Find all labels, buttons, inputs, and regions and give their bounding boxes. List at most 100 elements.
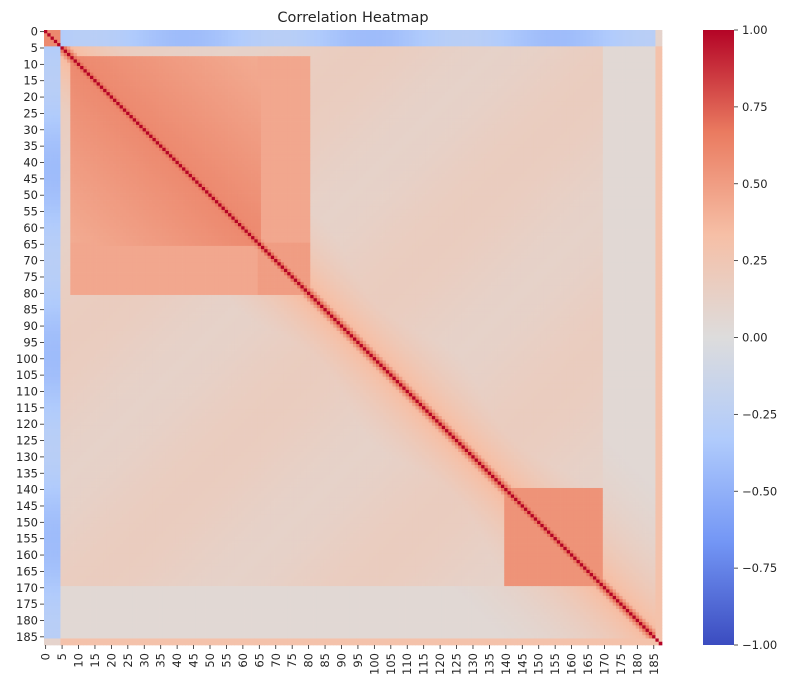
heatmap-cell: [113, 101, 117, 106]
heatmap-cell: [70, 56, 74, 60]
heatmap-cell: [527, 36, 531, 41]
heatmap-cell: [464, 75, 469, 80]
heatmap-cell: [126, 72, 130, 77]
heatmap-cell: [362, 115, 367, 119]
heatmap-cell: [99, 69, 104, 73]
heatmap-cell: [399, 85, 403, 90]
heatmap-cell: [310, 65, 314, 70]
heatmap-cell: [136, 36, 140, 41]
heatmap-cell: [283, 101, 288, 106]
heatmap-cell: [376, 88, 380, 93]
heatmap-cell: [316, 85, 321, 90]
heatmap-cell: [418, 82, 423, 86]
heatmap-cell: [579, 82, 584, 86]
heatmap-cell: [129, 36, 134, 41]
heatmap-cell: [290, 111, 295, 116]
heatmap-cell: [244, 101, 249, 106]
heatmap-cell: [563, 65, 568, 70]
heatmap-cell: [606, 59, 610, 64]
heatmap-cell: [119, 108, 124, 113]
heatmap-cell: [586, 108, 591, 113]
heatmap-cell: [231, 30, 236, 34]
heatmap-cell: [399, 36, 403, 41]
heatmap-cell: [287, 39, 291, 44]
heatmap-cell: [553, 79, 558, 83]
heatmap-cell: [145, 69, 150, 73]
heatmap-cell: [520, 85, 525, 90]
heatmap-cell: [586, 30, 591, 34]
heatmap-cell: [638, 69, 643, 73]
heatmap-cell: [500, 36, 505, 41]
heatmap-cell: [283, 52, 288, 57]
heatmap-cell: [553, 43, 558, 47]
heatmap-cell: [228, 49, 232, 54]
heatmap-cell: [283, 59, 288, 64]
heatmap-cell: [155, 72, 160, 77]
heatmap-cell: [205, 49, 209, 54]
heatmap-cell: [372, 39, 377, 44]
heatmap-cell: [454, 62, 459, 67]
heatmap-cell: [44, 75, 48, 80]
heatmap-cell: [468, 92, 472, 96]
heatmap-cell: [632, 88, 637, 93]
heatmap-cell: [422, 46, 426, 50]
heatmap-cell: [474, 69, 479, 73]
heatmap-cell: [198, 36, 203, 41]
heatmap-cell: [412, 52, 416, 57]
heatmap-cell: [346, 49, 351, 54]
heatmap-cell: [464, 79, 469, 83]
heatmap-cell: [491, 95, 495, 100]
heatmap-cell: [441, 69, 446, 73]
heatmap-cell: [234, 52, 239, 57]
heatmap-cell: [109, 88, 114, 93]
heatmap-cell: [576, 52, 581, 57]
heatmap-cell: [211, 101, 216, 106]
heatmap-cell: [277, 115, 282, 119]
heatmap-cell: [228, 92, 232, 96]
heatmap-cell: [145, 46, 150, 50]
heatmap-cell: [50, 79, 55, 83]
heatmap-cell: [264, 75, 268, 80]
heatmap-cell: [293, 75, 298, 80]
heatmap-cell: [159, 105, 163, 109]
heatmap-cell: [487, 46, 492, 50]
heatmap-cell: [497, 43, 502, 47]
heatmap-cell: [435, 108, 439, 113]
heatmap-cell: [510, 105, 515, 109]
heatmap-cell: [237, 98, 242, 103]
heatmap-cell: [83, 82, 88, 86]
heatmap-cell: [96, 108, 101, 113]
heatmap-cell: [303, 105, 308, 109]
heatmap-cell: [136, 105, 140, 109]
heatmap-cell: [546, 92, 551, 96]
heatmap-cell: [612, 52, 617, 57]
heatmap-cell: [382, 69, 387, 73]
heatmap-cell: [550, 59, 554, 64]
heatmap-cell: [343, 101, 347, 106]
heatmap-cell: [96, 65, 101, 70]
heatmap-cell: [53, 65, 58, 70]
heatmap-cell: [579, 49, 584, 54]
heatmap-cell: [369, 39, 374, 44]
heatmap-cell: [573, 43, 577, 47]
heatmap-cell: [553, 65, 558, 70]
heatmap-cell: [658, 56, 663, 60]
heatmap-cell: [195, 36, 199, 41]
heatmap-cell: [454, 65, 459, 70]
heatmap-cell: [182, 105, 186, 109]
heatmap-cell: [425, 69, 429, 73]
heatmap-cell: [461, 111, 466, 116]
heatmap-cell: [382, 46, 387, 50]
heatmap-cell: [90, 79, 94, 83]
heatmap-cell: [50, 36, 55, 41]
heatmap-cell: [445, 46, 449, 50]
heatmap-cell: [546, 52, 551, 57]
heatmap-cell: [389, 59, 393, 64]
heatmap-cell: [632, 79, 637, 83]
heatmap-cell: [435, 59, 439, 64]
heatmap-cell: [655, 72, 660, 77]
heatmap-cell: [458, 92, 462, 96]
heatmap-cell: [369, 92, 374, 96]
heatmap-cell: [178, 43, 183, 47]
heatmap-cell: [86, 33, 91, 37]
